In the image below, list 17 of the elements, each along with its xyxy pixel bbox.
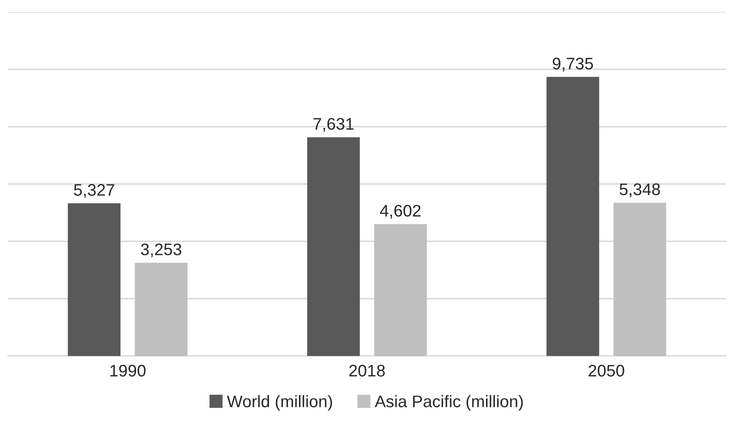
x-tick-label: 1990	[110, 364, 146, 377]
data-label: 5,348	[620, 183, 660, 198]
legend-label: World (million)	[226, 395, 332, 411]
x-tick-label: 2050	[588, 364, 624, 377]
bar	[68, 203, 120, 356]
data-label: 5,327	[74, 184, 114, 198]
data-label: 7,631	[313, 118, 354, 132]
data-label: 4,602	[380, 204, 421, 219]
bar	[134, 262, 188, 356]
bar	[374, 224, 427, 356]
legend-label: Asia Pacific (million)	[374, 395, 523, 411]
bar	[546, 76, 600, 356]
data-label: 3,253	[140, 243, 182, 258]
x-tick-label: 2018	[349, 364, 385, 377]
data-label: 9,735	[552, 58, 593, 72]
bar	[307, 137, 360, 356]
bar	[614, 202, 666, 356]
